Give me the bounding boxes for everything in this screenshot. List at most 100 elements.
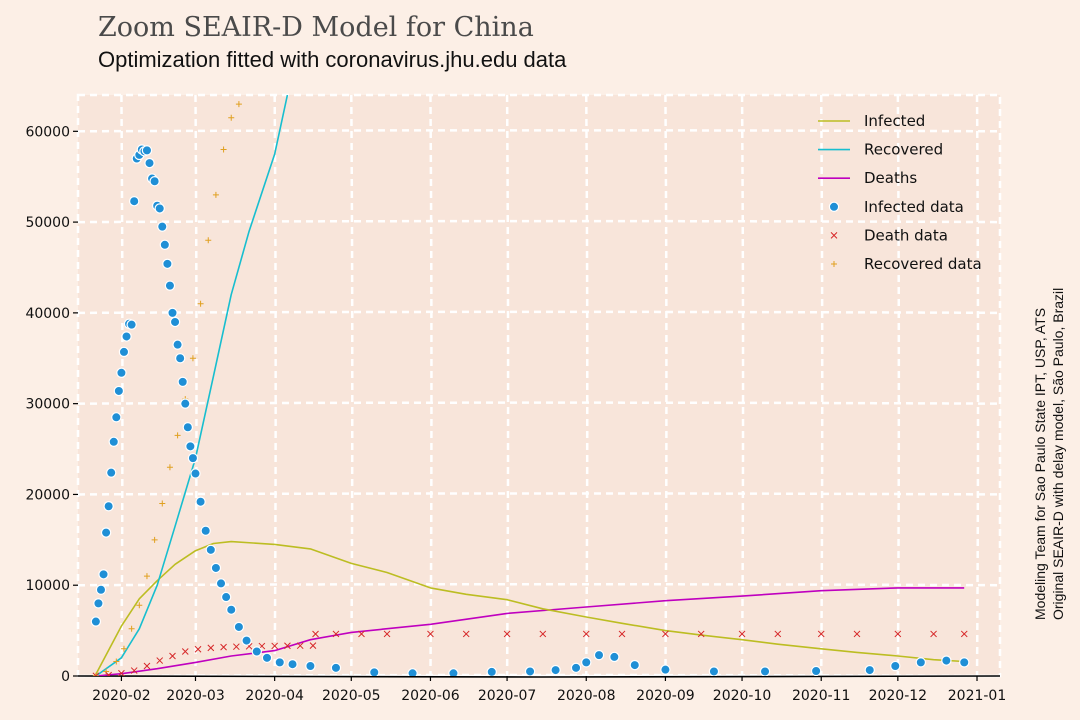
grid-line-vertical: [819, 94, 824, 677]
recovered-data-point: [174, 432, 181, 439]
recovered-data-point: [205, 237, 212, 244]
death-data-point: [738, 630, 746, 638]
infected-data-point: [177, 376, 188, 388]
legend-label-recovered-data: Recovered data: [864, 255, 982, 273]
death-data-point: [930, 630, 937, 638]
grid-line-vertical: [664, 94, 668, 677]
y-tick-label: 10000: [25, 578, 70, 594]
infected-data-point: [524, 666, 536, 676]
legend-swatch-death-data: [830, 232, 838, 239]
death-data-point: [427, 630, 434, 638]
death-data-point: [232, 643, 240, 651]
y-tick-label: 60000: [25, 124, 70, 140]
recovered-data-point: [103, 668, 110, 675]
infected-data-point: [708, 666, 720, 676]
infected-data-points: [90, 144, 970, 676]
x-tick-label: 2020-02: [92, 688, 151, 704]
x-tick-label: 2021-01: [948, 688, 1007, 704]
plot-area: 0 10000 20000 30000 40000 50000 60000 2020-02 20…: [25, 93, 1007, 704]
infected-data-point: [864, 664, 875, 676]
legend-label-recovered: Recovered: [864, 141, 943, 159]
death-data-point: [194, 645, 202, 653]
recovered-data-point: [189, 355, 196, 362]
infected-data-point: [369, 667, 380, 676]
plot-frame: [76, 93, 1002, 678]
chart-title: Zoom SEAIR-D Model for China: [98, 12, 534, 43]
infected-data-point: [330, 662, 342, 674]
recovered-data-point: [212, 191, 219, 198]
x-tick-label: 2020-04: [245, 688, 304, 704]
infected-data-point: [121, 331, 132, 342]
recovered-data-point: [166, 464, 173, 471]
grid-line-horizontal: [77, 310, 1001, 315]
infected-data-point: [226, 604, 237, 615]
infected-data-point: [126, 319, 137, 330]
infected-data-point: [157, 221, 168, 232]
death-data-point: [697, 630, 705, 638]
x-tick-label: 2020-03: [166, 688, 225, 704]
death-data-point: [817, 630, 825, 638]
legend-label-infected: Infected: [864, 112, 925, 130]
infected-data-point: [915, 657, 927, 668]
infected-data-point: [581, 657, 592, 668]
grid-line-vertical: [584, 94, 589, 677]
legend-swatch-infected-data: [828, 201, 840, 212]
legend-swatch-recovered-data: [831, 261, 837, 267]
infected-data-point: [210, 562, 222, 574]
infected-data-point: [890, 660, 901, 672]
recovered-data-point: [113, 658, 120, 665]
death-data-point: [894, 630, 902, 638]
recovered-data-point: [143, 573, 150, 580]
x-tick-label: 2020-09: [636, 688, 695, 704]
grid-line-vertical: [120, 94, 124, 677]
death-data-point: [853, 630, 861, 638]
death-data-point: [105, 671, 113, 676]
death-data-point: [156, 657, 164, 664]
infected-data-point: [116, 367, 127, 378]
death-data-point: [774, 630, 782, 638]
infected-data-point: [187, 452, 199, 464]
recovered-data-point: [120, 645, 127, 652]
infected-data-point: [609, 651, 620, 663]
death-data-point: [332, 630, 340, 638]
infected-data-point: [570, 662, 582, 674]
x-tick-label: 2020-08: [557, 688, 616, 704]
legend-label-death-data: Death data: [864, 226, 948, 244]
infected-data-point: [113, 385, 125, 397]
credit-line-1: Modeling Team for Sao Paulo State IPT, U…: [1032, 308, 1048, 620]
infected-data-point: [128, 196, 140, 207]
recovered-data-points: [92, 101, 242, 676]
legend-label-infected-data: Infected data: [864, 198, 964, 216]
legend: Infected Recovered Deaths Infected data Deat…: [818, 112, 982, 273]
infected-data-point: [106, 467, 117, 478]
infected-data-point: [200, 525, 211, 536]
infected-data-point: [190, 468, 201, 479]
grid-line-vertical: [429, 94, 433, 677]
infected-data-point: [274, 657, 285, 668]
death-data-point: [312, 630, 319, 638]
grid-line-horizontal: [77, 492, 1001, 496]
infected-data-point: [810, 665, 822, 676]
death-data-point: [284, 642, 291, 650]
death-data-point: [130, 667, 138, 674]
infected-data-point: [215, 578, 227, 589]
y-tick-label: 0: [61, 669, 70, 685]
death-data-points: [92, 630, 968, 676]
infected-data-point: [103, 501, 114, 512]
recovered-data-point: [128, 625, 135, 632]
grid-line-vertical: [975, 94, 980, 677]
y-tick-label: 40000: [25, 306, 70, 322]
infected-data-point: [486, 666, 497, 676]
x-tick-label: 2020-11: [792, 688, 851, 704]
death-data-point: [118, 669, 125, 676]
grid-line-horizontal: [77, 401, 1001, 405]
infected-data-point: [149, 176, 160, 187]
recovered-data-point: [151, 536, 158, 543]
infected-data-point: [95, 584, 107, 595]
grid-line-horizontal: [77, 219, 1001, 224]
infected-data-point: [629, 659, 640, 671]
death-data-point: [181, 648, 189, 655]
infected-data-point: [108, 436, 119, 447]
death-data-point: [358, 630, 365, 638]
